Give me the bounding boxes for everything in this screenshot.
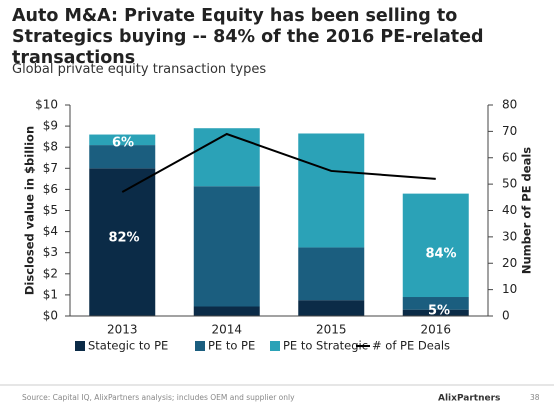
y-tick-label: $7 (43, 161, 58, 175)
bar-segment (193, 128, 260, 187)
y2-tick-label: 70 (502, 124, 517, 138)
y-tick-label: $1 (43, 287, 58, 301)
bar-segment (89, 134, 156, 146)
bar-segment (402, 297, 469, 310)
subtitle: Global private equity transaction types (12, 62, 267, 77)
y2-tick-label: 10 (502, 282, 517, 296)
x-tick-label: 2015 (316, 323, 347, 337)
page-number: 38 (530, 393, 540, 402)
bar-segment (298, 133, 365, 248)
bar-segment (89, 145, 156, 169)
y-tick-label: $9 (43, 119, 58, 133)
legend-label: # of PE Deals (372, 339, 450, 353)
legend-label: Stategic to PE (88, 339, 168, 353)
y2-tick-label: 30 (502, 229, 517, 243)
x-tick-label: 2016 (420, 323, 451, 337)
bar-segment (193, 186, 260, 307)
y2-tick-label: 60 (502, 150, 517, 164)
legend-swatch (195, 341, 205, 351)
bar-segment (402, 193, 469, 298)
bar-segment (298, 300, 365, 316)
source: Source: Capital IQ, AlixPartners analysi… (22, 393, 295, 402)
x-tick-label: 2013 (107, 323, 138, 337)
legend-swatch (75, 341, 85, 351)
y2-tick-label: 0 (502, 309, 510, 323)
y-tick-label: $5 (43, 203, 58, 217)
legend-label: PE to Strategic (283, 339, 368, 353)
y-axis-title: Disclosed value in $billion (23, 126, 37, 295)
legend-swatch (270, 341, 280, 351)
y-tick-label: $4 (43, 224, 58, 238)
y-tick-label: $3 (43, 245, 58, 259)
y2-tick-label: 80 (502, 98, 517, 112)
x-tick-label: 2014 (211, 323, 242, 337)
bar-segment (193, 306, 260, 316)
bar-segment (402, 309, 469, 316)
y-tick-label: $10 (35, 98, 58, 112)
annotation: 6% (112, 136, 134, 151)
y-tick-label: $6 (43, 182, 58, 196)
legend-label: PE to PE (208, 339, 255, 353)
logo: AlixPartners (438, 394, 500, 404)
y2-tick-label: 40 (502, 203, 517, 217)
y2-axis-title: Number of PE deals (520, 147, 534, 274)
annotation: 84% (425, 247, 456, 262)
line (121, 132, 436, 193)
y-tick-label: $0 (43, 309, 58, 323)
bar-segment (298, 247, 365, 301)
y2-tick-label: 50 (502, 177, 517, 191)
y-tick-label: $8 (43, 140, 58, 154)
bar-segment (89, 168, 156, 316)
title: Auto M&A: Private Equity has been sellin… (12, 6, 484, 68)
y2-tick-label: 20 (502, 256, 517, 270)
annotation: 82% (108, 231, 139, 246)
annotation: 5% (428, 304, 450, 319)
y-tick-label: $2 (43, 266, 58, 280)
